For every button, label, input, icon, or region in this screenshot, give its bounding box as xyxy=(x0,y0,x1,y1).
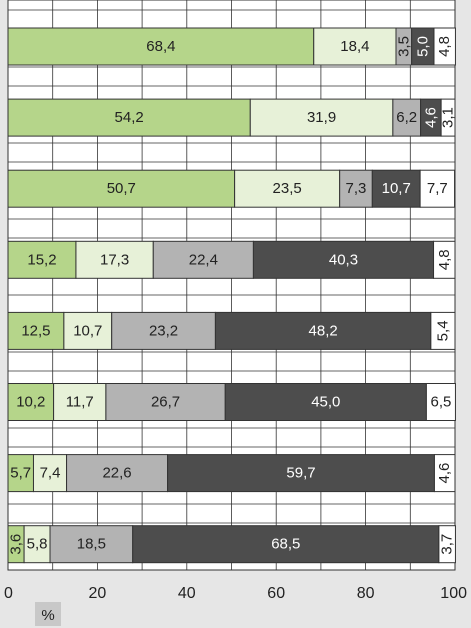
data-label: 11,7 xyxy=(66,394,94,411)
data-label: 68,5 xyxy=(271,536,300,553)
bar-segment xyxy=(433,27,456,66)
x-tick-label: 0 xyxy=(4,585,13,602)
data-label: 31,9 xyxy=(307,109,336,126)
data-label: 22,6 xyxy=(102,465,131,482)
bar-segment xyxy=(234,169,341,208)
bar-segment xyxy=(7,169,236,208)
data-label: 23,2 xyxy=(149,322,178,339)
data-label: 23,5 xyxy=(273,180,302,197)
bar-segment xyxy=(252,240,435,279)
data-label: 3,7 xyxy=(439,534,456,555)
data-label: 3,6 xyxy=(8,534,25,555)
bar-segment xyxy=(7,311,65,350)
x-tick-label: 60 xyxy=(267,585,285,602)
data-label: 18,4 xyxy=(340,38,369,55)
data-label: 7,7 xyxy=(427,180,448,197)
data-label: 40,3 xyxy=(329,251,358,268)
data-label: 3,5 xyxy=(395,36,412,57)
data-label: 4,8 xyxy=(436,36,453,57)
x-axis-unit-label: % xyxy=(41,607,54,624)
data-label: 5,8 xyxy=(27,536,48,553)
x-tick-label: 20 xyxy=(89,585,107,602)
data-label: 10,7 xyxy=(73,322,102,339)
data-label: 15,2 xyxy=(27,251,56,268)
bar-segment xyxy=(433,240,456,279)
data-label: 17,3 xyxy=(100,251,129,268)
bar-segment xyxy=(167,454,435,493)
bar-segment xyxy=(419,169,456,208)
data-label: 54,2 xyxy=(115,109,144,126)
data-label: 5,0 xyxy=(414,36,431,57)
data-label: 6,2 xyxy=(396,109,417,126)
bar-segment xyxy=(433,454,456,493)
data-label: 4,6 xyxy=(422,107,439,128)
data-label: 7,4 xyxy=(40,465,61,482)
bar-segment xyxy=(152,240,254,279)
plot-border xyxy=(7,0,456,571)
bar-segment xyxy=(32,454,68,493)
bar-segment xyxy=(339,169,373,208)
data-label: 7,3 xyxy=(346,180,367,197)
bar-segment xyxy=(425,383,456,421)
bar-segment xyxy=(313,27,397,66)
bar-segment xyxy=(224,383,427,421)
bar-segment xyxy=(438,525,456,564)
data-label: 4,8 xyxy=(436,249,453,270)
bar-segment xyxy=(111,311,216,350)
data-label: 4,6 xyxy=(436,463,453,484)
bar-segment xyxy=(7,240,77,279)
data-label: 5,7 xyxy=(10,465,31,482)
x-tick-label: 40 xyxy=(178,585,196,602)
data-label: 18,5 xyxy=(77,536,106,553)
bar-segment xyxy=(7,27,315,66)
data-label: 68,4 xyxy=(146,38,175,55)
data-label: 48,2 xyxy=(309,322,338,339)
bar-segment xyxy=(132,525,440,564)
x-tick-label: 80 xyxy=(357,585,375,602)
bar-segment xyxy=(53,383,107,421)
bar-segment xyxy=(7,383,55,421)
data-label: 45,0 xyxy=(311,394,340,411)
data-label: 26,7 xyxy=(151,394,180,411)
bar-segment xyxy=(440,98,456,137)
data-label: 5,4 xyxy=(434,320,451,341)
data-label: 6,5 xyxy=(430,394,451,411)
data-label: 10,7 xyxy=(382,180,411,197)
bar-segment xyxy=(371,169,421,208)
bar-segment xyxy=(392,98,422,137)
x-tick-label: 100 xyxy=(440,585,467,602)
bars: 68,4 18,4 3,5 5,0 4,854,2 31,9 6,2 4,6 3,150,7 23… xyxy=(7,27,457,564)
x-axis: 0 20 40 60 80 100 xyxy=(4,585,467,602)
data-label: 50,7 xyxy=(107,180,136,197)
data-label: 10,2 xyxy=(16,394,45,411)
data-label: 12,5 xyxy=(21,322,50,339)
data-label: 3,1 xyxy=(440,107,457,128)
data-label: 22,4 xyxy=(189,251,218,268)
bar-segment xyxy=(430,311,456,350)
data-label: 59,7 xyxy=(286,465,315,482)
bar-segment xyxy=(249,98,394,137)
bar-segment xyxy=(63,311,113,350)
unit-label-box xyxy=(35,602,61,626)
bar-segment xyxy=(214,311,432,350)
